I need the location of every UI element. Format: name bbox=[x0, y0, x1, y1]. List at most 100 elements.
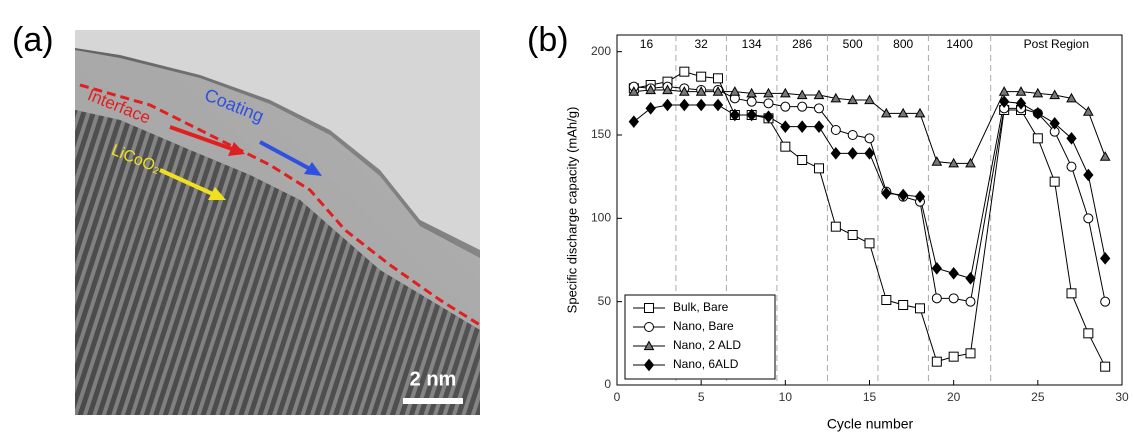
marker bbox=[1082, 106, 1094, 116]
marker bbox=[830, 147, 841, 160]
region-label: 500 bbox=[843, 37, 863, 51]
marker bbox=[1032, 107, 1043, 120]
marker bbox=[914, 190, 926, 203]
marker bbox=[830, 125, 841, 135]
x-tick-label: 25 bbox=[1031, 390, 1045, 404]
marker bbox=[1032, 87, 1044, 98]
arrowhead bbox=[228, 142, 245, 156]
marker bbox=[948, 351, 959, 362]
marker bbox=[645, 84, 657, 95]
marker bbox=[696, 98, 707, 112]
marker bbox=[948, 267, 959, 280]
arrow bbox=[259, 140, 313, 172]
marker bbox=[965, 296, 976, 307]
marker bbox=[931, 262, 942, 275]
marker bbox=[1049, 117, 1060, 130]
legend-label: Nano, 6ALD bbox=[673, 357, 739, 371]
series-line bbox=[633, 89, 1106, 164]
marker bbox=[847, 94, 859, 105]
legend-label: Bulk, Bare bbox=[673, 300, 729, 314]
marker bbox=[780, 120, 791, 133]
legend-marker bbox=[644, 322, 654, 332]
marker bbox=[763, 110, 774, 123]
x-tick-label: 10 bbox=[779, 390, 793, 404]
region-label: 32 bbox=[694, 37, 708, 51]
arrow bbox=[159, 168, 216, 197]
marker bbox=[779, 87, 791, 98]
marker bbox=[1066, 288, 1077, 299]
marker bbox=[965, 348, 976, 359]
marker bbox=[796, 89, 808, 100]
scale-bar-label: 2 nm bbox=[410, 368, 457, 390]
marker bbox=[830, 92, 842, 103]
region-label: Post Region bbox=[1024, 37, 1089, 51]
marker bbox=[847, 147, 858, 160]
marker bbox=[645, 102, 656, 115]
marker bbox=[695, 86, 707, 96]
marker bbox=[763, 98, 774, 109]
marker bbox=[763, 87, 774, 98]
y-tick-label: 200 bbox=[591, 44, 611, 58]
marker bbox=[864, 238, 875, 249]
y-tick-label: 100 bbox=[591, 211, 611, 225]
marker bbox=[830, 221, 841, 232]
marker bbox=[881, 187, 892, 200]
series-line bbox=[633, 86, 1106, 303]
marker bbox=[713, 73, 723, 84]
marker bbox=[813, 89, 825, 100]
marker bbox=[1015, 97, 1027, 110]
x-tick-label: 0 bbox=[614, 390, 621, 404]
y-tick-label: 50 bbox=[598, 294, 612, 308]
legend-marker bbox=[644, 303, 654, 313]
legend-marker bbox=[643, 358, 655, 372]
marker bbox=[1049, 176, 1060, 187]
panel-label: (a) bbox=[12, 21, 54, 59]
marker bbox=[847, 130, 858, 140]
region-label: 286 bbox=[792, 37, 812, 51]
marker bbox=[948, 293, 959, 304]
marker bbox=[712, 98, 724, 112]
marker bbox=[1099, 151, 1111, 161]
marker bbox=[1066, 161, 1077, 172]
series-line bbox=[633, 71, 1106, 367]
marker bbox=[746, 96, 757, 107]
marker bbox=[1100, 361, 1111, 372]
legend-label: Nano, Bare bbox=[673, 319, 734, 333]
marker bbox=[628, 86, 640, 96]
marker bbox=[998, 86, 1010, 96]
marker bbox=[746, 108, 757, 122]
marker bbox=[965, 157, 976, 168]
marker bbox=[780, 141, 791, 152]
region-label: 1400 bbox=[946, 37, 973, 51]
marker bbox=[628, 115, 639, 128]
marker bbox=[729, 86, 741, 96]
marker bbox=[931, 356, 942, 367]
marker bbox=[1083, 328, 1094, 339]
marker bbox=[1100, 252, 1111, 265]
marker bbox=[1015, 86, 1027, 96]
marker bbox=[1066, 132, 1077, 145]
marker bbox=[864, 133, 875, 144]
marker bbox=[880, 107, 892, 118]
region-label: 134 bbox=[742, 37, 762, 51]
marker bbox=[813, 120, 825, 133]
marker bbox=[914, 107, 926, 118]
y-tick-label: 150 bbox=[591, 127, 611, 141]
marker bbox=[965, 272, 976, 285]
marker bbox=[678, 86, 690, 96]
x-tick-label: 5 bbox=[698, 390, 705, 404]
marker bbox=[679, 98, 690, 112]
marker bbox=[662, 84, 673, 95]
marker bbox=[881, 295, 892, 305]
marker bbox=[712, 86, 724, 96]
arrowhead bbox=[208, 187, 226, 200]
marker bbox=[1083, 213, 1094, 224]
marker bbox=[898, 300, 909, 310]
panel-label: (b) bbox=[527, 21, 569, 59]
x-tick-label: 15 bbox=[863, 390, 877, 404]
marker bbox=[847, 230, 858, 240]
arrowhead bbox=[304, 162, 322, 176]
marker bbox=[780, 101, 791, 112]
